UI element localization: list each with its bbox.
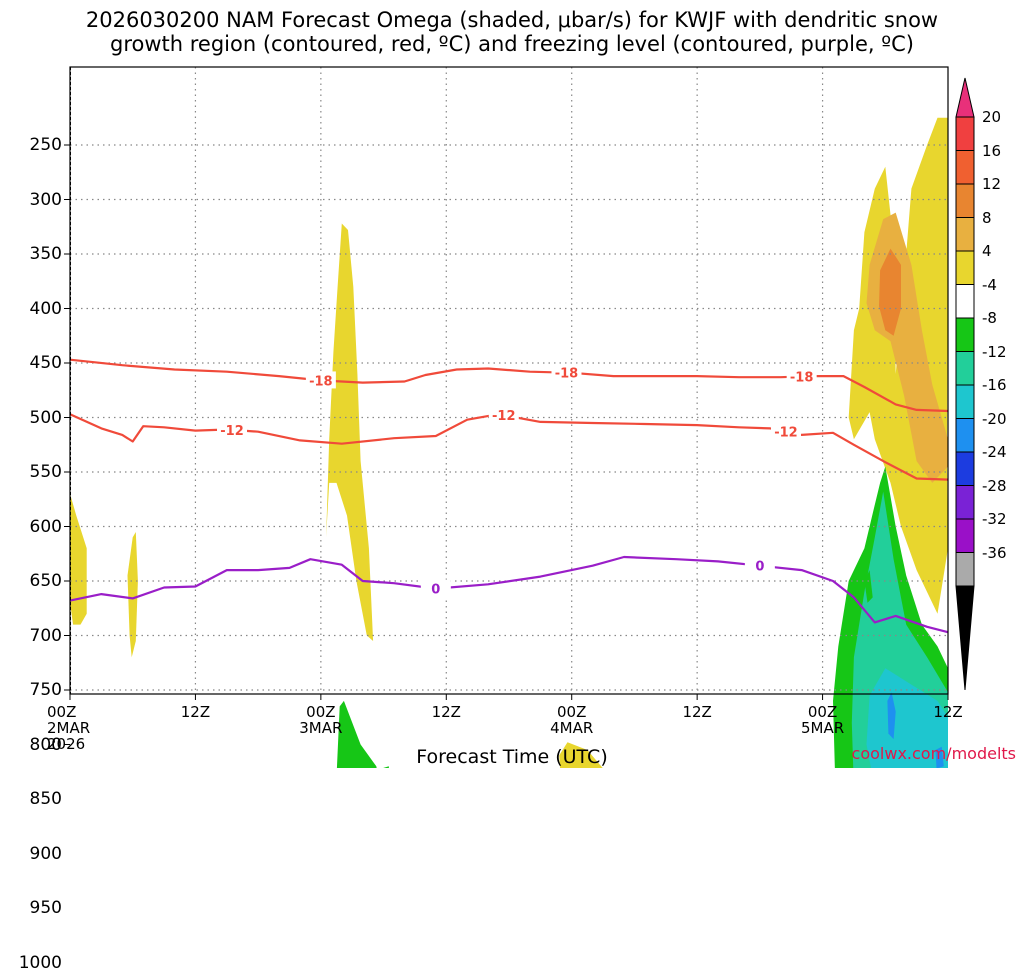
colorbar-box-3 — [955, 217, 975, 252]
y-tick-label-600: 600 — [29, 516, 62, 537]
colorbar-label-11: -28 — [982, 476, 1007, 495]
colorbar-label-13: -36 — [982, 543, 1007, 562]
colorbar-label-2: 12 — [982, 175, 1002, 193]
colorbar-label-4: 4 — [982, 242, 992, 260]
colorbar-label-1: 16 — [982, 141, 1002, 160]
omega-region-0 — [326, 223, 374, 641]
colorbar-label-0: 20 — [982, 108, 1002, 126]
colorbar-box-10 — [955, 451, 975, 486]
x-tick-label-0-l2: 2MAR — [47, 719, 91, 737]
x-tick-label-24-l1: 00Z — [306, 703, 336, 721]
colorbar-label-12: -32 — [982, 510, 1007, 528]
contour-label-bg--18-1 — [551, 363, 582, 381]
omega-region-15 — [887, 692, 896, 740]
y-tick-label-950: 950 — [29, 898, 62, 918]
contour-line--12 — [69, 413, 949, 481]
x-tick-label-48-l2: 4MAR — [550, 719, 594, 737]
omega-region-2 — [127, 532, 138, 658]
y-tick-label-650: 650 — [29, 571, 62, 591]
y-tick-label-300: 300 — [29, 189, 62, 210]
x-tick-label-36-l1: 12Z — [431, 703, 461, 721]
contour-label--12-2: -12 — [774, 426, 798, 441]
chart-title-line1: 2026030200 NAM Forecast Omega (shaded, μ… — [85, 8, 939, 32]
contour-label--18-1: -18 — [555, 367, 579, 382]
chart-title-line2: growth region (contoured, red, ºC) and f… — [110, 32, 914, 56]
y-tick-label-350: 350 — [29, 244, 62, 264]
x-tick-label-72-l2: 5MAR — [800, 719, 845, 737]
contour-label-bg--12-0 — [217, 420, 248, 438]
colorbar-box-6 — [955, 317, 975, 352]
credit-text: coolwx.com/modelts — [851, 744, 1016, 763]
colorbar-box-12 — [955, 518, 975, 553]
colorbar-label-5: -4 — [982, 275, 997, 294]
omega-region-8 — [879, 248, 901, 336]
y-tick-label-250: 250 — [29, 135, 62, 155]
colorbar-box-4 — [955, 250, 975, 285]
x-tick-label-0-l3: 2026 — [47, 735, 86, 753]
y-tick-label-550: 550 — [29, 462, 62, 482]
colorbar-box-7 — [955, 351, 975, 386]
colorbar-box-5 — [955, 284, 975, 319]
x-tick-label-0-l1: 00Z — [47, 703, 77, 721]
colorbar-bottom-arrow — [955, 585, 975, 691]
contour-label-bg--12-1 — [488, 406, 519, 424]
contour-label-bg-0-1 — [744, 556, 775, 574]
colorbar-label-10: -24 — [982, 443, 1007, 461]
colorbar-box-9 — [955, 418, 975, 453]
colorbar-box-8 — [955, 384, 975, 419]
omega-region-9 — [336, 700, 377, 768]
colorbar-top-arrow — [955, 77, 975, 118]
contour-label-bg--12-2 — [770, 422, 801, 440]
omega-time-height-chart: -18 -18 -18 -12 -12 -12 0 0 — [64, 66, 975, 768]
y-tick-label-750: 750 — [29, 680, 62, 700]
colorbar-box-2 — [955, 183, 975, 218]
colorbar-label-6: -8 — [982, 309, 997, 327]
contour-label--12-1: -12 — [492, 409, 516, 424]
colorbar-label-9: -20 — [982, 409, 1007, 428]
omega-region-16 — [935, 746, 944, 768]
y-tick-label-450: 450 — [29, 353, 62, 373]
omega-region-4 — [559, 742, 603, 768]
colorbar-label-8: -16 — [982, 376, 1007, 394]
y-tick-label-850: 850 — [29, 789, 62, 809]
contour-label-0-1: 0 — [755, 560, 764, 575]
x-axis-label: Forecast Time (UTC) — [416, 746, 608, 768]
x-tick-label-60-l1: 12Z — [682, 703, 712, 721]
omega-region-1 — [70, 493, 87, 625]
x-tick-label-24-l2: 3MAR — [299, 719, 343, 737]
x-tick-label-12-l1: 12Z — [180, 703, 211, 721]
y-tick-label-1000: 1000 — [18, 952, 62, 973]
omega-region-14 — [866, 668, 948, 768]
x-tick-label-72-l1: 00Z — [807, 703, 838, 721]
colorbar-box-0 — [955, 116, 975, 151]
omega-region-17 — [864, 570, 873, 603]
y-tick-label-900: 900 — [29, 843, 62, 864]
x-tick-label-48-l1: 00Z — [557, 703, 587, 721]
y-tick-label-800: 800 — [29, 734, 62, 755]
contour-label-bg--18-0 — [305, 371, 336, 389]
contour-label--18-0: -18 — [309, 374, 333, 389]
contour-label-0-0: 0 — [431, 583, 440, 598]
colorbar-box-11 — [955, 485, 975, 520]
contour-line-0 — [69, 555, 949, 634]
colorbar-label-7: -12 — [982, 342, 1007, 361]
contour-line--18 — [69, 358, 949, 413]
x-tick-label-84-l1: 12Z — [933, 703, 963, 721]
y-tick-label-500: 500 — [29, 407, 62, 428]
contour-label-bg--18-2 — [786, 367, 817, 385]
colorbar-box-1 — [955, 150, 975, 185]
colorbar-label-3: 8 — [982, 208, 992, 227]
colorbar-box-13 — [955, 552, 975, 587]
contour-label-bg-0-0 — [420, 579, 451, 597]
contour-label--18-2: -18 — [790, 370, 814, 385]
plot-frame — [69, 66, 949, 695]
y-tick-label-400: 400 — [29, 298, 62, 319]
y-tick-label-700: 700 — [29, 625, 62, 646]
contour-label--12-0: -12 — [220, 424, 244, 439]
